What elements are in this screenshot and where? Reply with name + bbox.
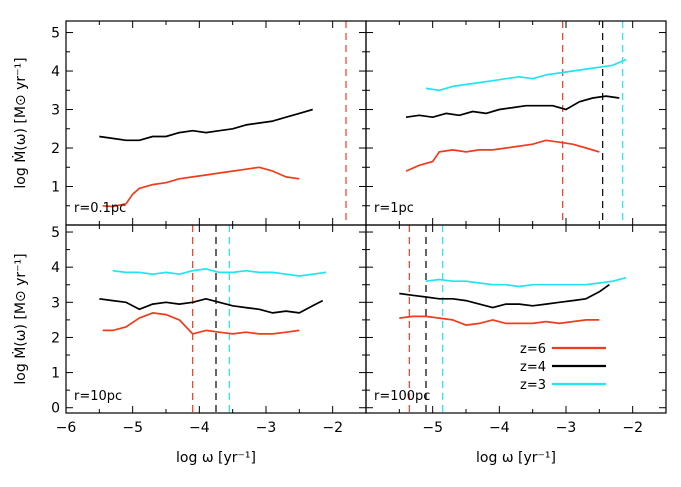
y-tick-label: 2 (51, 141, 60, 157)
panel-r-10pc-plot (99, 225, 327, 413)
x-tick-label: −2 (622, 420, 643, 436)
legend: z=6 z=4 z=3 (520, 342, 606, 393)
x-tick-label: −4 (489, 420, 510, 436)
panel-r-0-1pc-plot (99, 21, 347, 225)
x-tick-label: −6 (56, 420, 77, 436)
legend-label-z-4: z=4 (520, 360, 546, 375)
panel-r-100pc-plot (399, 225, 627, 413)
text-layer: 1 2 3 4 5 r=0.1pc r=1pc 0 1 2 3 4 5 −6 −5 −4 −3 −2 r=10pc −… (11, 26, 643, 466)
y-tick-label: 5 (51, 225, 60, 241)
series-r-10pc-z-4 (99, 297, 324, 314)
axes-layer (65, 20, 667, 414)
data-layer (99, 21, 627, 413)
panel-label-r-1pc: r=1pc (374, 201, 414, 216)
y-axis-label: log Ṁ(ω) [M⊙ yr⁻¹] (11, 57, 29, 188)
x-tick-label: −5 (122, 420, 143, 436)
y-tick-label: 1 (51, 366, 60, 382)
legend-label-z-6: z=6 (520, 342, 546, 357)
y-axis-label: log Ṁ(ω) [M⊙ yr⁻¹] (11, 253, 29, 384)
series-r-100pc-z-6 (399, 315, 600, 326)
panel-label-r-100pc: r=100pc (374, 389, 430, 404)
panel-label-r-10pc: r=10pc (74, 389, 122, 404)
series-r-100pc-z-4 (399, 284, 610, 309)
series-r-1pc-z-6 (405, 139, 600, 172)
series-r-10pc-z-3 (112, 268, 327, 277)
x-axis-label: log ω [yr⁻¹] (476, 450, 556, 466)
y-tick-label: 5 (51, 26, 60, 42)
x-tick-label: −2 (322, 420, 343, 436)
y-tick-label: 2 (51, 330, 60, 346)
panel-label-r-0-1pc: r=0.1pc (74, 201, 126, 216)
panel-r-100pc-frame (365, 224, 667, 414)
series-r-0-1pc-z-4 (99, 108, 313, 142)
y-tick-label: 4 (51, 64, 60, 80)
series-r-10pc-z-6 (102, 312, 300, 335)
x-tick-label: −5 (422, 420, 443, 436)
y-tick-label: 3 (51, 295, 60, 311)
x-tick-label: −3 (556, 420, 577, 436)
y-tick-label: 3 (51, 103, 60, 119)
series-r-1pc-z-4 (405, 95, 620, 119)
legend-label-z-3: z=3 (520, 378, 546, 393)
y-tick-label: 4 (51, 260, 60, 276)
x-axis-label: log ω [yr⁻¹] (176, 450, 256, 466)
series-r-0-1pc-z-6 (102, 166, 300, 208)
x-tick-label: −4 (189, 420, 210, 436)
panel-r-0-1pc-frame (65, 20, 367, 226)
series-r-100pc-z-3 (425, 276, 627, 288)
series-r-1pc-z-3 (425, 58, 627, 92)
panel-r-1pc-plot (405, 21, 627, 225)
panel-r-1pc-frame (365, 20, 667, 226)
x-tick-label: −3 (256, 420, 277, 436)
y-tick-label: 0 (51, 401, 60, 417)
y-tick-label: 1 (51, 180, 60, 196)
